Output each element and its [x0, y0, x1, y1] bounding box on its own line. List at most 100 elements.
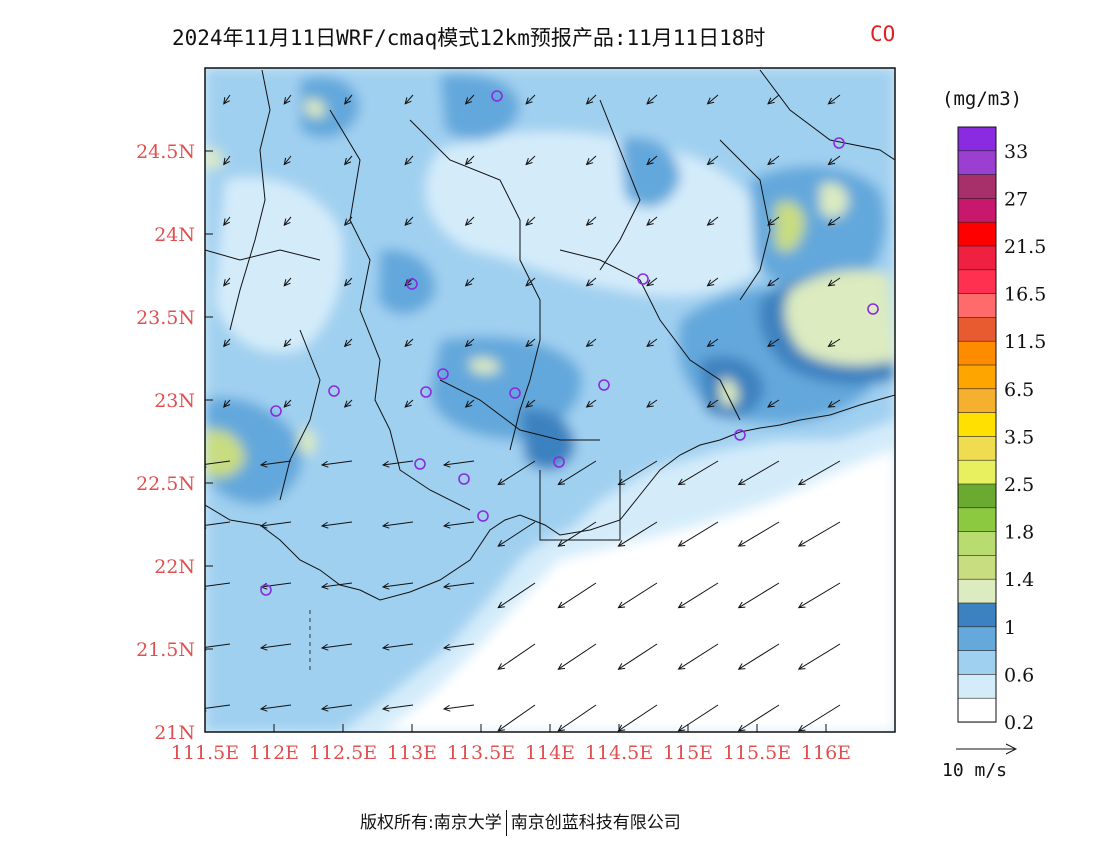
wind-arrow [404, 155, 414, 166]
station-marker [867, 303, 879, 315]
wind-arrow [223, 338, 231, 348]
wind-arrow [767, 277, 780, 287]
colorbar-swatch [957, 602, 997, 628]
wind-arrow [767, 94, 780, 105]
wind-arrow [223, 155, 231, 166]
colorbar-swatch [957, 531, 997, 556]
wind-arrow [283, 216, 292, 226]
wind-arrow [677, 460, 719, 486]
lon-tick-label: 113.5E [447, 742, 515, 764]
wind-arrow [259, 704, 292, 712]
reference-vector: 10 m/s [942, 738, 1032, 788]
wind-arrow [525, 399, 536, 408]
wind-arrow [442, 582, 475, 590]
lon-tick-label: 114E [525, 742, 575, 764]
wind-arrow [767, 399, 780, 408]
colorbar-label: 3.5 [1004, 426, 1034, 448]
wind-arrow [442, 460, 475, 468]
copyright-right: 南京创蓝科技有限公司 [510, 813, 681, 833]
reference-arrow-icon [956, 743, 1018, 755]
lat-tick-label: 23.5N [136, 307, 195, 329]
wind-arrow [259, 643, 292, 651]
wind-arrow [525, 216, 536, 226]
colorbar-swatch [957, 269, 997, 295]
wind-arrow [464, 399, 475, 408]
reference-vector-label: 10 m/s [942, 760, 1008, 781]
wind-arrow [585, 277, 597, 287]
station-marker [420, 386, 432, 398]
wind-arrow [381, 582, 414, 590]
wind-arrow [320, 521, 353, 529]
title-main: 2024年11月11日WRF/cmaq模式12km预报产品:11月11日18时 [172, 26, 766, 50]
wind-arrow [343, 216, 353, 226]
wind-arrow [404, 94, 414, 105]
wind-arrow [442, 643, 475, 651]
colorbar-label: 11.5 [1004, 331, 1046, 353]
wind-arrow [464, 277, 475, 287]
wind-arrow [525, 338, 536, 348]
latitude-axis: 24.5N 24N 23.5N 23N 22.5N 22N 21.5N 21N [136, 141, 213, 744]
wind-arrow [827, 277, 841, 287]
wind-arrow [497, 643, 536, 670]
station-marker [328, 385, 340, 397]
wind-vectors [205, 94, 841, 732]
colorbar-label: 33 [1004, 141, 1028, 163]
colorbar-swatch [957, 578, 997, 604]
copyright-left: 版权所有:南京大学 [360, 813, 502, 833]
wind-arrow [343, 338, 353, 348]
colorbar-swatch [957, 174, 997, 200]
colorbar-frame [957, 126, 997, 723]
colorbar-swatch [957, 293, 997, 319]
wind-arrow [706, 399, 719, 408]
station-marker [734, 429, 746, 441]
wind-arrow [381, 643, 414, 651]
colorbar-label: 1 [1004, 617, 1016, 639]
wind-arrow [381, 460, 414, 468]
wind-arrow [497, 704, 536, 732]
wind-arrow [343, 277, 353, 287]
lat-tick-label: 22.5N [136, 473, 195, 495]
colorbar-swatch [957, 436, 997, 461]
wind-arrow [381, 521, 414, 529]
lat-tick-label: 24.5N [136, 141, 195, 163]
wind-arrow [737, 460, 780, 486]
wind-arrow [797, 643, 841, 670]
wind-arrow [223, 399, 231, 408]
title-species: CO [870, 22, 896, 46]
wind-arrow [283, 277, 292, 287]
wind-arrow [827, 338, 841, 347]
wind-arrow [646, 94, 658, 105]
wind-arrow [442, 704, 475, 712]
wind-arrow [464, 338, 475, 348]
station-marker [406, 278, 418, 290]
colorbar-swatch [957, 340, 997, 366]
wind-arrow [646, 155, 658, 166]
wind-arrow [320, 582, 353, 590]
station-marker [270, 405, 282, 417]
copyright: 版权所有:南京大学 南京创蓝科技有限公司 [360, 808, 681, 836]
wind-arrow [205, 460, 231, 468]
wind-arrow [646, 399, 658, 408]
wind-arrow [223, 216, 231, 226]
lon-tick-label: 115.5E [723, 742, 791, 764]
wind-arrow [464, 94, 475, 105]
wind-arrow [797, 582, 841, 609]
wind-arrow [797, 704, 841, 732]
boundaries [205, 69, 895, 601]
concentration-field [205, 68, 895, 732]
colorbar-swatch [957, 483, 997, 509]
wind-arrow [585, 94, 597, 105]
station-marker [833, 137, 845, 149]
station-marker [637, 273, 649, 285]
station-marker [260, 584, 272, 596]
wind-arrow [283, 94, 292, 105]
colorbar-swatch [957, 507, 997, 533]
colorbar-swatch [957, 317, 997, 342]
station-marker [477, 510, 489, 522]
wind-arrow [205, 582, 231, 590]
wind-arrow [767, 338, 780, 347]
wind-arrow [617, 643, 658, 670]
colorbar-swatch [957, 245, 997, 271]
wind-arrow [497, 460, 536, 486]
wind-arrow [497, 582, 536, 609]
